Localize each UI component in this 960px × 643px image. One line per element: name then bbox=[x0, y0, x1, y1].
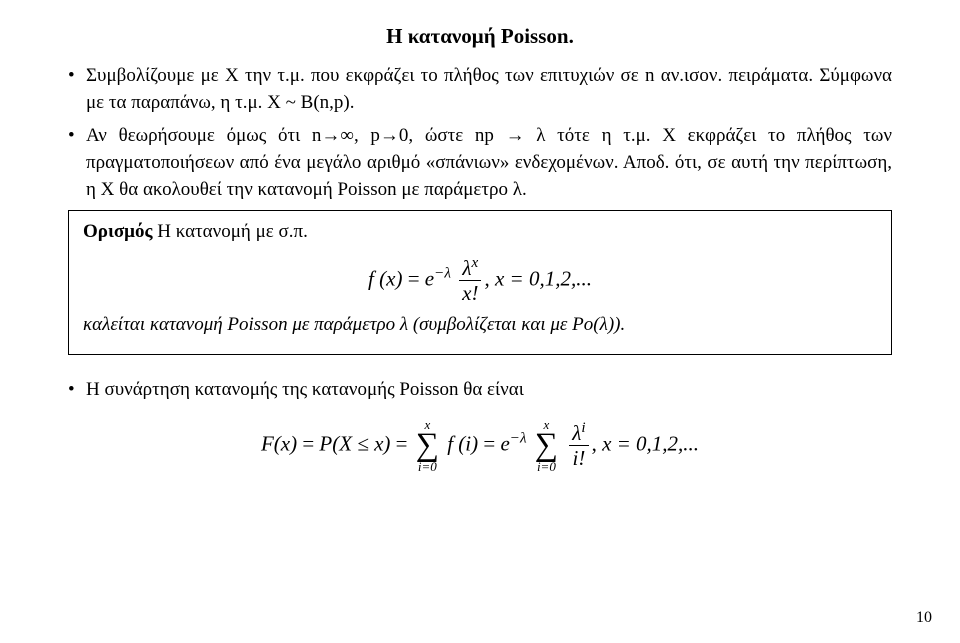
bullet-3-text: Η συνάρτηση κατανομής της κατανομής Pois… bbox=[86, 377, 892, 404]
pmf-comma: , bbox=[484, 266, 495, 290]
cdf-fraction: λi i! bbox=[569, 422, 588, 469]
pmf-domain: x = 0,1,2,... bbox=[495, 266, 592, 290]
cdf-num-exp: i bbox=[581, 420, 585, 436]
cdf-sum2: x ∑ i=0 bbox=[535, 418, 558, 473]
cdf-fi: f (i) bbox=[447, 431, 478, 455]
cdf-comma: , bbox=[592, 431, 603, 455]
bullet-1-text: Συμβολίζουμε με Χ την τ.μ. που εκφράζει … bbox=[86, 63, 892, 117]
pmf-e: e bbox=[425, 266, 434, 290]
cdf-e: e bbox=[500, 431, 509, 455]
pmf-formula: f (x) = e−λ λx x! , x = 0,1,2,... bbox=[83, 257, 877, 304]
cdf-exp: −λ bbox=[510, 430, 527, 446]
cdf-den: i! bbox=[569, 446, 588, 469]
bullet-1: • Συμβολίζουμε με Χ την τ.μ. που εκφράζε… bbox=[68, 63, 892, 117]
definition-box: Ορισμός Η κατανομή με σ.π. f (x) = e−λ λ… bbox=[68, 210, 892, 355]
cdf-formula: F(x) = P(X ≤ x) = x ∑ i=0 f (i) = e−λ x … bbox=[68, 418, 892, 473]
bullet-glyph: • bbox=[68, 123, 86, 204]
pmf-den: x! bbox=[459, 281, 481, 304]
cdf-sum2-lower: i=0 bbox=[535, 460, 558, 473]
sigma-icon: ∑ bbox=[535, 431, 558, 460]
pmf-fraction: λx x! bbox=[459, 257, 481, 304]
cdf-sum1-lower: i=0 bbox=[416, 460, 439, 473]
cdf-num: λ bbox=[572, 421, 581, 445]
bullet-2-text: Αν θεωρήσουμε όμως ότι n→∞, p→0, ώστε np… bbox=[86, 123, 892, 204]
cdf-eq2: = bbox=[390, 431, 412, 455]
definition-tail: καλείται κατανομή Poisson με παράμετρο λ… bbox=[83, 314, 877, 336]
cdf-sum1: x ∑ i=0 bbox=[416, 418, 439, 473]
cdf-F: F(x) bbox=[261, 431, 297, 455]
pmf-num-exp: x bbox=[471, 255, 478, 271]
pmf-eq: = bbox=[402, 266, 424, 290]
page-number: 10 bbox=[916, 609, 932, 627]
definition-lead-bold: Ορισμός bbox=[83, 221, 152, 242]
pmf-lhs: f (x) bbox=[368, 266, 402, 290]
bullet-3: • Η συνάρτηση κατανομής της κατανομής Po… bbox=[68, 377, 892, 404]
pmf-exp: −λ bbox=[434, 265, 451, 281]
bullet-glyph: • bbox=[68, 377, 86, 404]
cdf-domain: x = 0,1,2,... bbox=[602, 431, 699, 455]
bullet-glyph: • bbox=[68, 63, 86, 117]
cdf-eq1: = bbox=[297, 431, 319, 455]
cdf-P: P(X ≤ x) bbox=[319, 431, 390, 455]
sigma-icon: ∑ bbox=[416, 431, 439, 460]
cdf-eq3: = bbox=[478, 431, 500, 455]
bullet-2: • Αν θεωρήσουμε όμως ότι n→∞, p→0, ώστε … bbox=[68, 123, 892, 204]
definition-lead: Ορισμός Η κατανομή με σ.π. bbox=[83, 221, 877, 243]
definition-lead-rest: Η κατανομή με σ.π. bbox=[152, 221, 307, 242]
page-title: Η κατανομή Poisson. bbox=[68, 24, 892, 49]
